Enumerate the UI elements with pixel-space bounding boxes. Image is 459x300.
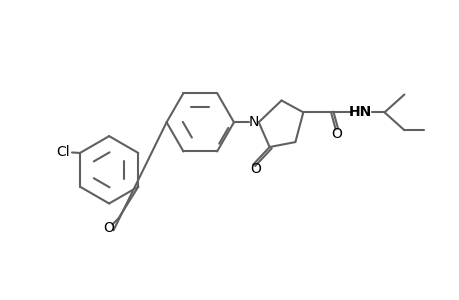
Text: N: N: [248, 115, 258, 129]
Text: O: O: [331, 127, 341, 141]
Text: Cl: Cl: [56, 145, 70, 159]
Text: HN: HN: [348, 105, 372, 119]
Text: O: O: [250, 162, 261, 176]
Text: O: O: [103, 221, 114, 235]
